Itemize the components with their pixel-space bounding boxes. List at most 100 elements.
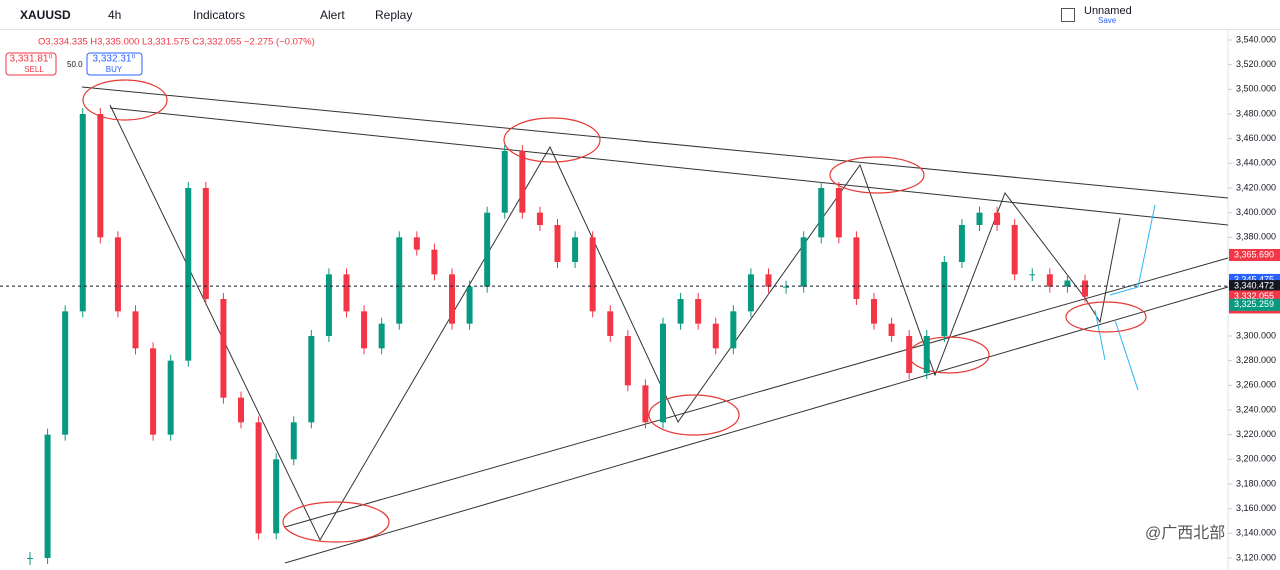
y-tick-label: 3,200.000 xyxy=(1236,454,1276,464)
candle-body xyxy=(202,188,209,299)
candle-body xyxy=(167,360,174,435)
sell-box[interactable] xyxy=(5,52,57,76)
candle-body xyxy=(800,237,807,287)
candle-body xyxy=(888,323,895,336)
candle-body xyxy=(941,262,948,336)
spread: 50.0 xyxy=(67,60,83,69)
checkbox[interactable] xyxy=(1061,8,1075,22)
y-tick-label: 3,540.000 xyxy=(1236,34,1276,44)
candle-body xyxy=(712,323,719,349)
candle-body xyxy=(44,434,51,558)
candle-body xyxy=(660,323,666,423)
candle-body xyxy=(607,311,614,336)
chart: O3,334.335 H3,335.000 L3,331.575 C3,332.… xyxy=(0,30,1280,570)
candle-body xyxy=(378,323,385,349)
trendlines xyxy=(81,86,1229,564)
candle-body xyxy=(449,274,455,324)
price-tag xyxy=(1229,280,1280,293)
candle-body xyxy=(501,151,508,213)
candle-body xyxy=(695,299,702,324)
candle-body xyxy=(484,212,491,287)
sell-label: SELL xyxy=(24,65,44,74)
replay-button[interactable]: Replay xyxy=(375,8,413,22)
candle-body xyxy=(747,274,754,312)
projection-arrows xyxy=(1094,204,1156,391)
y-tick-label: 3,260.000 xyxy=(1236,380,1276,390)
candle-body xyxy=(1029,274,1036,276)
y-tick-label: 3,160.000 xyxy=(1236,503,1276,513)
candle-body xyxy=(730,311,737,349)
save-label[interactable]: Save xyxy=(1098,16,1117,25)
candle-body xyxy=(97,114,104,238)
y-tick-label: 3,120.000 xyxy=(1236,552,1276,562)
candle-body xyxy=(994,212,1001,225)
y-tick-label: 3,440.000 xyxy=(1236,158,1276,168)
candle-body xyxy=(238,397,244,423)
price-tag-label: 3,345.475 xyxy=(1234,274,1274,284)
candle-body xyxy=(1082,280,1088,297)
y-tick-label: 3,140.000 xyxy=(1236,528,1276,538)
candle-body xyxy=(589,237,596,312)
buy-label: BUY xyxy=(106,65,123,74)
price-tag-label: 3,365.690 xyxy=(1234,249,1274,259)
candle-body xyxy=(62,311,69,435)
candle-body xyxy=(308,336,315,423)
toolbar: XAUUSD 4h Indicators Alert Replay Unname… xyxy=(0,0,1280,30)
y-tick-label: 3,280.000 xyxy=(1236,355,1276,365)
y-tick-label: 3,520.000 xyxy=(1236,59,1276,69)
candle-body xyxy=(783,286,790,288)
price-tag-label: 3,332.055 xyxy=(1234,291,1274,301)
candle-body xyxy=(765,274,772,287)
candle-body xyxy=(185,188,192,361)
candle-body xyxy=(853,237,860,299)
indicators-button[interactable]: Indicators xyxy=(193,8,246,22)
layout-name[interactable]: Unnamed xyxy=(1084,5,1132,17)
candle-body xyxy=(536,212,543,225)
candle-body xyxy=(290,422,297,460)
price-tag-label: 3,340.472 xyxy=(1234,280,1274,290)
candle-body xyxy=(677,299,684,324)
y-tick-label: 3,220.000 xyxy=(1236,429,1276,439)
candle-body xyxy=(1046,274,1053,287)
candle-body xyxy=(923,336,930,373)
candle-body xyxy=(114,237,121,312)
y-tick-label: 3,180.000 xyxy=(1236,478,1276,488)
y-tick-label: 3,420.000 xyxy=(1236,182,1276,192)
candle-body xyxy=(642,385,649,423)
candle-body xyxy=(519,151,526,213)
candle-body xyxy=(572,237,579,262)
candle-body xyxy=(871,299,877,324)
y-tick-label: 3,400.000 xyxy=(1236,207,1276,217)
sell-price: 3,331.81⁰ xyxy=(10,54,53,65)
highlight-ellipses xyxy=(82,79,1147,543)
candle-body xyxy=(1064,280,1071,287)
candle-body xyxy=(554,225,561,262)
buy-price: 3,332.31⁰ xyxy=(93,54,136,65)
candle-body xyxy=(958,225,965,262)
candle-body xyxy=(255,422,262,534)
candle-body xyxy=(220,299,227,398)
candle-body xyxy=(361,311,368,349)
candle-body xyxy=(1011,225,1018,275)
candle-body xyxy=(79,114,86,312)
candle-body xyxy=(343,274,350,312)
alert-button[interactable]: Alert xyxy=(320,8,345,22)
buy-box[interactable] xyxy=(86,52,143,76)
y-tick-label: 3,300.000 xyxy=(1236,330,1276,340)
price-tag xyxy=(1229,298,1280,311)
candle-body xyxy=(396,237,403,324)
y-tick-label: 3,480.000 xyxy=(1236,108,1276,118)
price-tag-label: 3,325.259 xyxy=(1234,299,1274,309)
candle-body xyxy=(273,459,280,534)
watermark: @广西北部 xyxy=(1145,524,1225,542)
symbol[interactable]: XAUUSD xyxy=(20,8,71,22)
candle-body xyxy=(835,188,842,238)
candle-body xyxy=(906,336,913,373)
candle-body xyxy=(27,558,33,559)
y-tick-label: 3,500.000 xyxy=(1236,84,1276,94)
price-tag xyxy=(1229,248,1280,261)
candle-body xyxy=(624,336,631,386)
interval[interactable]: 4h xyxy=(108,8,122,22)
candle-body xyxy=(413,237,420,250)
